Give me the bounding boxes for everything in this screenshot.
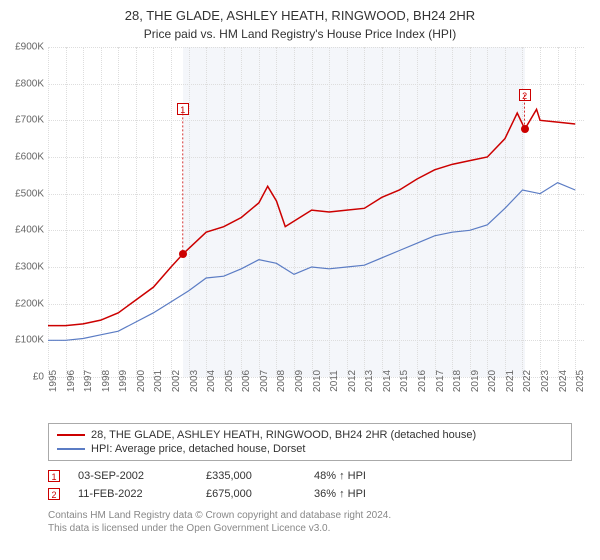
y-axis-label: £0	[33, 371, 44, 382]
sale-row: 1 03-SEP-2002 £335,000 48% ↑ HPI	[48, 467, 572, 485]
legend-row: 28, THE GLADE, ASHLEY HEATH, RINGWOOD, B…	[57, 428, 563, 442]
sale-date: 03-SEP-2002	[78, 470, 188, 482]
series-line	[48, 109, 575, 325]
y-axis-label: £300K	[15, 261, 44, 272]
sale-date: 11-FEB-2022	[78, 488, 188, 500]
y-axis-label: £200K	[15, 298, 44, 309]
sales-list: 1 03-SEP-2002 £335,000 48% ↑ HPI 2 11-FEB-202…	[48, 467, 572, 503]
legend-row: HPI: Average price, detached house, Dors…	[57, 442, 563, 456]
chart-title: 28, THE GLADE, ASHLEY HEATH, RINGWOOD, B…	[0, 0, 600, 25]
sale-price: £335,000	[206, 470, 296, 482]
sale-number-box: 2	[48, 488, 60, 500]
y-axis-label: £400K	[15, 225, 44, 236]
sale-diff: 48% ↑ HPI	[314, 470, 404, 482]
footer-line-2: This data is licensed under the Open Gov…	[48, 522, 572, 535]
legend: 28, THE GLADE, ASHLEY HEATH, RINGWOOD, B…	[48, 423, 572, 461]
sale-number-box: 1	[48, 470, 60, 482]
footer: Contains HM Land Registry data © Crown c…	[48, 509, 572, 535]
sale-diff: 36% ↑ HPI	[314, 488, 404, 500]
chart-plot-area: £0£100K£200K£300K£400K£500K£600K£700K£80…	[48, 47, 584, 377]
y-axis-label: £500K	[15, 188, 44, 199]
series-line	[48, 183, 575, 341]
y-axis-label: £800K	[15, 78, 44, 89]
chart-container: 28, THE GLADE, ASHLEY HEATH, RINGWOOD, B…	[0, 0, 600, 560]
legend-label: 28, THE GLADE, ASHLEY HEATH, RINGWOOD, B…	[91, 429, 476, 441]
chart-lines	[48, 47, 584, 377]
y-axis-label: £700K	[15, 115, 44, 126]
y-axis-label: £900K	[15, 41, 44, 52]
sale-price: £675,000	[206, 488, 296, 500]
legend-swatch	[57, 434, 85, 436]
legend-swatch	[57, 448, 85, 450]
y-axis-label: £600K	[15, 151, 44, 162]
footer-line-1: Contains HM Land Registry data © Crown c…	[48, 509, 572, 522]
legend-label: HPI: Average price, detached house, Dors…	[91, 443, 305, 455]
chart-subtitle: Price paid vs. HM Land Registry's House …	[0, 25, 600, 47]
y-axis-label: £100K	[15, 335, 44, 346]
sale-row: 2 11-FEB-2022 £675,000 36% ↑ HPI	[48, 485, 572, 503]
